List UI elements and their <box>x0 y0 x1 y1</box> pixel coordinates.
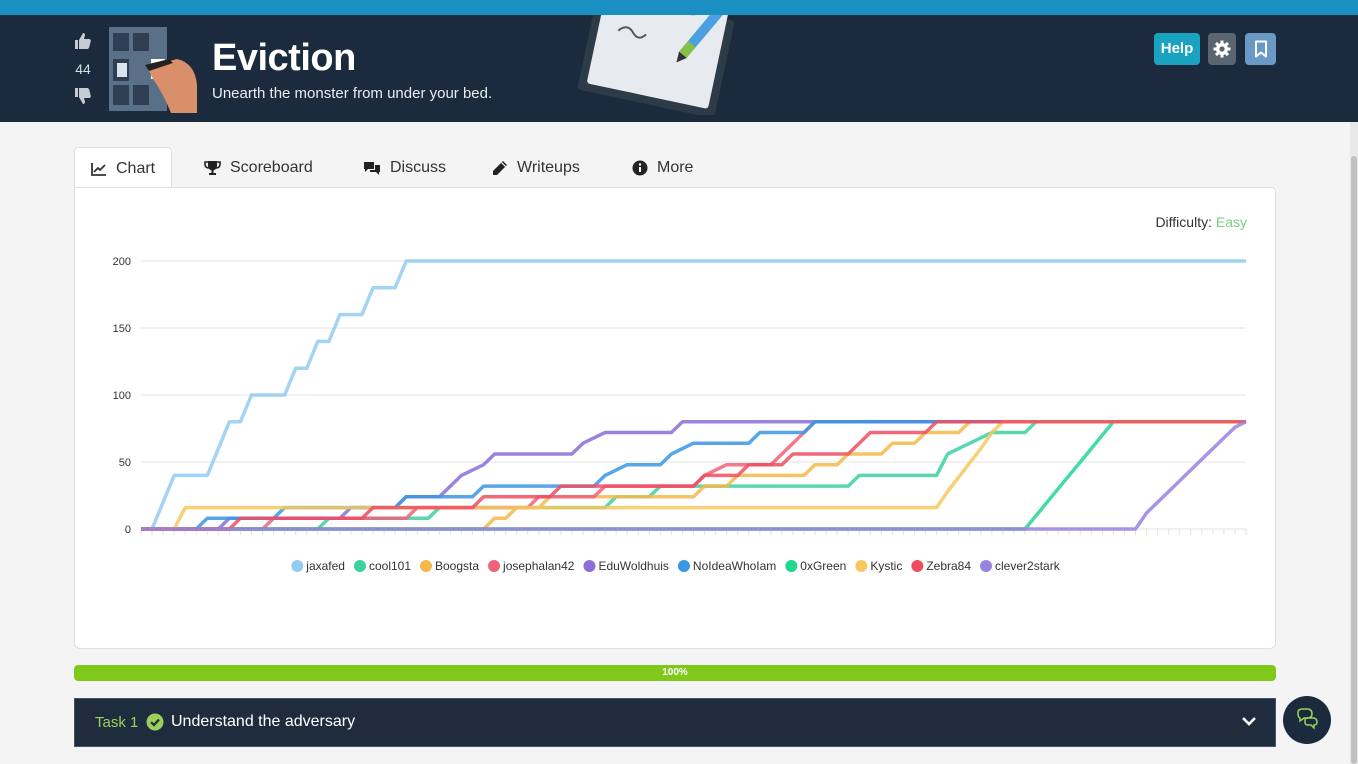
progress-bar: 100% <box>74 665 1276 681</box>
y-tick-label: 50 <box>119 457 131 469</box>
bookmark-button[interactable] <box>1245 33 1276 65</box>
scrollbar[interactable] <box>1350 122 1358 764</box>
chat-bubbles-icon <box>1297 708 1318 730</box>
series-line-josephalan42 <box>141 420 1246 531</box>
series-line-Boogsta <box>141 420 1246 531</box>
thumbs-up-icon <box>75 33 91 49</box>
scrollbar-thumb[interactable] <box>1351 156 1357 764</box>
y-tick-label: 0 <box>125 524 131 536</box>
series-line-cool101 <box>141 420 1246 531</box>
tab-label: Chart <box>116 159 156 177</box>
legend-label[interactable]: Kystic <box>870 559 902 573</box>
legend-swatch[interactable] <box>420 560 433 572</box>
room-header: 44 Eviction Unearth the monster from und… <box>0 15 1358 122</box>
legend-swatch[interactable] <box>583 560 596 572</box>
header-illustration <box>577 15 735 115</box>
chevron-down-icon <box>1242 717 1256 726</box>
settings-button[interactable] <box>1208 33 1236 65</box>
series-line-Kystic <box>141 420 1246 531</box>
tab-label: More <box>657 158 694 176</box>
legend-swatch[interactable] <box>980 560 993 572</box>
y-tick-label: 150 <box>113 323 131 335</box>
tab-scoreboard[interactable]: Scoreboard <box>204 147 313 188</box>
pencil-icon <box>493 160 507 175</box>
progress-fill <box>74 665 1276 681</box>
vote-count: 44 <box>75 61 91 77</box>
score-chart: 0 50 100 150 200 jaxafed cool101 Boogsta josepha… <box>113 256 1247 573</box>
legend-swatch[interactable] <box>785 560 798 572</box>
room-icon <box>109 27 197 113</box>
tab-label: Writeups <box>517 158 580 176</box>
top-accent-strip <box>0 0 1358 15</box>
legend-label[interactable]: jaxafed <box>305 559 345 573</box>
line-chart-icon <box>91 162 106 176</box>
tab-writeups[interactable]: Writeups <box>492 147 580 188</box>
room-title: Eviction <box>212 37 356 79</box>
difficulty-indicator: Difficulty: Easy <box>1155 214 1247 230</box>
legend-label[interactable]: 0xGreen <box>800 559 846 573</box>
chart-panel: Difficulty: Easy 0 50 100 150 200 jaxafed cool… <box>74 187 1276 649</box>
legend-label[interactable]: NoIdeaWhoIam <box>693 559 776 573</box>
tab-label: Scoreboard <box>230 158 313 176</box>
tab-discuss[interactable]: Discuss <box>363 147 446 188</box>
chart-legend: jaxafed cool101 Boogsta josephalan42 EduWold… <box>291 559 1061 573</box>
legend-label[interactable]: Zebra84 <box>926 559 971 573</box>
difficulty-value: Easy <box>1215 214 1247 230</box>
legend-swatch[interactable] <box>855 560 868 572</box>
series-line-Zebra84 <box>141 420 1246 531</box>
trophy-icon <box>204 160 221 175</box>
difficulty-label: Difficulty: <box>1155 214 1212 230</box>
gear-icon <box>1213 40 1231 58</box>
legend-swatch[interactable] <box>488 560 501 572</box>
room-subtitle: Unearth the monster from under your bed. <box>212 85 493 102</box>
upvote-button[interactable] <box>72 31 94 51</box>
legend-label[interactable]: josephalan42 <box>502 559 575 573</box>
bookmark-icon <box>1254 40 1267 58</box>
task-accordion[interactable]: Task 1 Understand the adversary <box>74 698 1276 747</box>
task-number: Task 1 <box>95 714 139 731</box>
series-line-clever2stark <box>141 420 1247 531</box>
tab-more[interactable]: More <box>632 147 693 188</box>
progress-label: 100% <box>662 667 688 678</box>
task-title: Understand the adversary <box>171 713 356 730</box>
legend-swatch[interactable] <box>911 560 924 572</box>
check-circle-icon <box>146 713 164 731</box>
legend-label[interactable]: cool101 <box>369 559 411 573</box>
series-line-0xGreen <box>141 420 1246 531</box>
legend-label[interactable]: Boogsta <box>435 559 479 573</box>
legend-swatch[interactable] <box>291 560 304 572</box>
legend-swatch[interactable] <box>353 560 366 572</box>
comments-icon <box>364 161 380 175</box>
legend-swatch[interactable] <box>677 560 690 572</box>
chat-button[interactable] <box>1283 696 1331 744</box>
downvote-button[interactable] <box>72 86 94 106</box>
legend-label[interactable]: EduWoldhuis <box>598 559 669 573</box>
thumbs-down-icon <box>75 88 91 104</box>
series-line-jaxafed <box>141 259 1246 531</box>
y-tick-label: 200 <box>113 256 131 268</box>
info-circle-icon <box>632 160 648 175</box>
legend-label[interactable]: clever2stark <box>995 559 1061 573</box>
tab-label: Discuss <box>390 158 447 176</box>
tab-chart[interactable]: Chart <box>74 147 173 189</box>
series-line-NoIdeaWhoIam <box>141 420 1246 531</box>
help-button[interactable]: Help <box>1154 33 1200 65</box>
y-tick-label: 100 <box>113 390 131 402</box>
series-line-EduWoldhuis <box>141 420 1246 531</box>
